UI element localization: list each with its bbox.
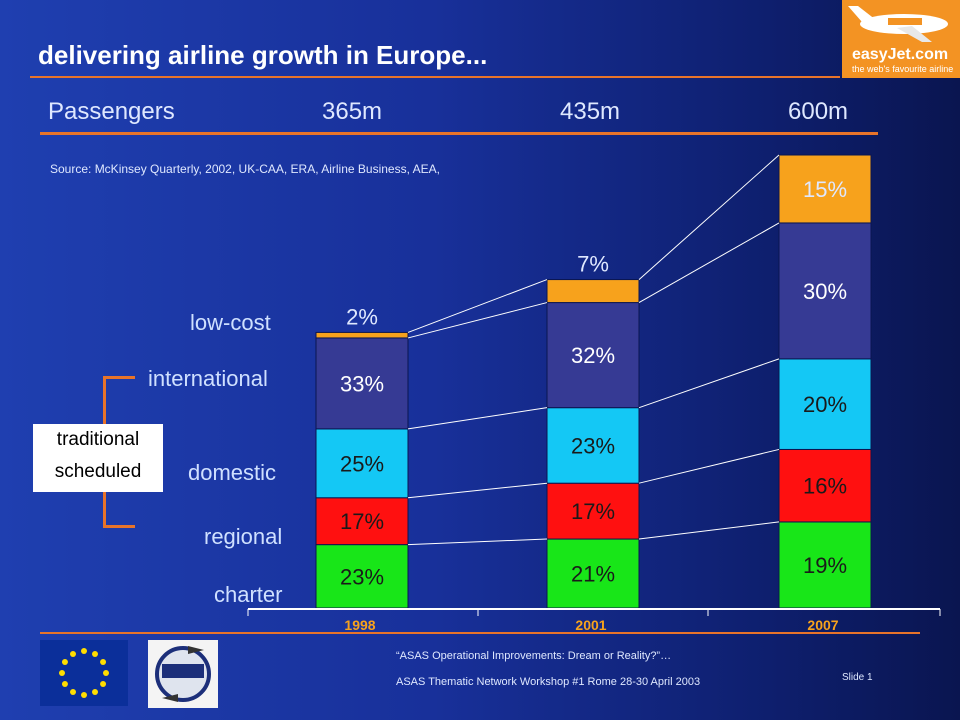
eu-star-icon [92,650,98,657]
connector-charter-1 [638,521,780,540]
data-label-low-cost-2007: 15% [803,177,847,202]
data-label-international-2007: 30% [803,279,847,304]
data-label-domestic-1998: 25% [340,451,384,476]
bracket-label-line1: traditional [56,429,140,450]
data-label-regional-2007: 16% [803,474,847,499]
logo-tagline: the web's favourite airline [852,64,954,74]
bar-domestic-1998 [315,428,409,499]
eu-star-icon [81,648,87,654]
bar-international-1998 [315,337,409,430]
connector-international-0 [407,302,548,339]
data-label-international-2001: 32% [571,343,615,368]
eu-flag-logo [40,640,128,706]
plane-icon [848,6,948,42]
footer-line-1: “ASAS Operational Improvements: Dream or… [396,650,672,662]
slide-number: Slide 1 [842,672,873,683]
footer-line-2: ASAS Thematic Network Workshop #1 Rome 2… [396,676,701,688]
eu-star-icon [70,650,76,657]
eu-star-icon [81,692,87,698]
label-low-cost: low-cost [190,310,271,335]
eu-star-icon [92,689,98,696]
eu-star-icon [100,681,107,687]
passengers-label: Passengers [48,98,175,125]
connector-charter-0 [407,538,548,546]
connector-domestic-0 [407,407,548,430]
data-label-low-cost-2001: 7% [577,252,609,277]
asas-network-logo [148,640,218,708]
data-label-international-1998: 33% [340,371,384,396]
x-tick-label-2007: 2007 [807,617,838,633]
footer-rule [40,632,920,634]
eu-star-icon [103,670,109,676]
bar-international-2007 [778,222,872,360]
bar-low-cost-1998 [315,331,409,339]
connector-low-cost-0 [407,279,548,333]
eu-stars-icon [59,648,109,698]
logo-text: easyJet.com [852,46,949,63]
eu-star-icon [61,659,68,665]
data-label-domestic-2001: 23% [571,433,615,458]
bar-regional-2001 [546,482,640,540]
data-label-regional-1998: 17% [340,509,384,534]
slide-title: delivering airline growth in Europe... [38,40,488,70]
connector-low-cost-1 [638,154,780,280]
bar-regional-1998 [315,497,409,546]
data-label-low-cost-1998: 2% [346,304,378,329]
connector-international-1 [638,222,780,303]
source-note: Source: McKinsey Quarterly, 2002, UK-CAA… [50,162,440,176]
eu-star-icon [100,659,107,665]
bar-international-2001 [546,302,640,409]
bracket-bottom [103,525,135,528]
data-label-charter-1998: 23% [340,564,384,589]
eu-star-icon [70,689,76,696]
bar-low-cost-2001 [546,279,640,304]
bar-regional-2007 [778,448,872,523]
data-label-regional-2001: 17% [571,499,615,524]
passengers-2007: 600m [788,98,849,125]
passengers-1998: 365m [322,98,383,125]
bar-domestic-2007 [778,358,872,450]
traditional-scheduled-label: traditional scheduled [33,424,163,492]
x-tick-label-2001: 2001 [575,617,606,633]
passengers-2001: 435m [560,98,621,125]
title-rule [30,76,840,78]
easyjet-logo [842,0,960,78]
bar-charter-1998 [315,544,409,609]
data-label-charter-2001: 21% [571,562,615,587]
label-regional: regional [204,524,283,549]
passengers-rule [40,132,878,135]
connector-regional-1 [638,448,780,484]
data-label-charter-2007: 19% [803,553,847,578]
asas-logo-icon [155,646,211,702]
label-international: international [148,366,268,391]
eu-star-icon [59,670,65,676]
bracket-top [103,376,135,379]
label-domestic: domestic [188,460,277,485]
data-label-domestic-2007: 20% [803,392,847,417]
eu-star-icon [61,681,68,687]
connector-domestic-1 [638,358,780,409]
x-tick-label-1998: 1998 [344,617,375,633]
bar-domestic-2001 [546,407,640,484]
connector-regional-0 [407,482,548,499]
label-charter: charter [214,582,283,607]
bracket-label-line2: scheduled [54,461,142,482]
bar-low-cost-2007 [778,154,872,224]
